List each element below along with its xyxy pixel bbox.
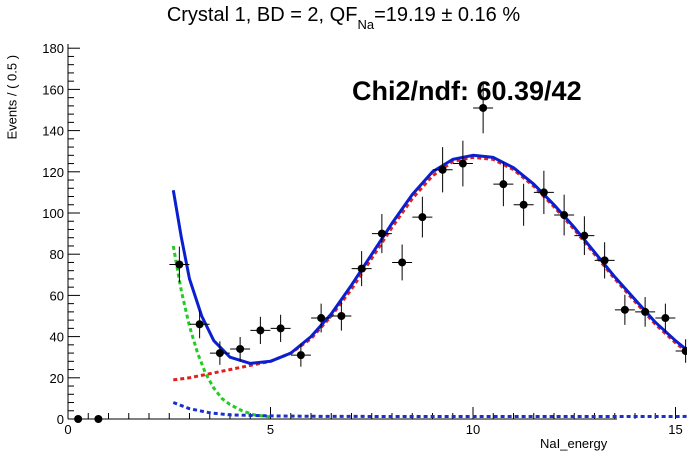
data-marker [296, 351, 305, 360]
data-point [68, 415, 89, 423]
data-marker [499, 180, 508, 189]
data-point [574, 216, 595, 256]
data-marker [479, 103, 488, 112]
data-point [331, 301, 352, 331]
x-tick-label: 10 [466, 422, 480, 437]
data-point [513, 183, 534, 226]
exponential-component-curve [171, 245, 271, 419]
data-point [290, 343, 311, 367]
data-marker [681, 347, 687, 356]
data-point [594, 242, 615, 279]
data-point [533, 170, 554, 215]
chart-title-main: Crystal 1, BD = 2, QF [166, 4, 358, 26]
data-point [675, 339, 687, 363]
data-marker [458, 159, 467, 168]
data-marker [641, 307, 650, 316]
data-point [270, 314, 291, 342]
data-point [371, 214, 392, 254]
data-point [311, 303, 332, 333]
chart-title-subscript: Na [357, 17, 375, 32]
data-marker [317, 314, 326, 323]
data-point [473, 82, 494, 134]
data-marker [580, 231, 589, 240]
y-tick-label: 120 [42, 165, 64, 180]
x-tick-label: 0 [64, 422, 71, 437]
y-tick-label: 160 [42, 82, 64, 97]
y-tick-label: 100 [42, 206, 64, 221]
y-tick-label: 180 [42, 41, 64, 56]
data-marker [519, 200, 528, 209]
data-marker [438, 165, 447, 174]
data-marker [377, 229, 386, 238]
data-point [88, 415, 109, 423]
chart-title-tail: =19.19 ± 0.16 % [374, 4, 521, 26]
data-point [230, 337, 251, 361]
y-tick-label: 0 [57, 412, 64, 427]
y-tick-label: 80 [50, 247, 64, 262]
data-marker [600, 256, 609, 265]
flat-component-curve [172, 401, 687, 418]
data-point [209, 341, 230, 365]
data-marker [195, 320, 204, 329]
data-marker [236, 344, 245, 353]
total-fit-curve [171, 153, 687, 365]
data-marker [398, 258, 407, 267]
x-axis: 0510152025 [64, 407, 683, 437]
data-marker [539, 188, 548, 197]
data-point [493, 162, 514, 207]
data-marker [620, 305, 629, 314]
y-axis: 0 20 40 60 80 100 120 140 160 180 [42, 41, 80, 427]
fit-curves [171, 153, 687, 419]
data-marker [337, 312, 346, 320]
x-tick-label: 15 [668, 422, 682, 437]
data-marker [661, 314, 670, 323]
x-tick-label: 5 [267, 422, 274, 437]
data-point [392, 244, 413, 281]
data-marker [560, 211, 569, 220]
data-point [655, 303, 676, 333]
data-point [452, 140, 473, 187]
signal-component-curve [173, 155, 687, 382]
y-tick-label: 40 [50, 330, 64, 345]
data-points [68, 82, 687, 423]
data-point [412, 196, 433, 238]
data-marker [418, 213, 427, 222]
data-point [169, 246, 190, 283]
data-marker [94, 415, 103, 423]
data-marker [175, 260, 184, 269]
chi2-annotation: Chi2/ndf: 60.39/42 [352, 76, 582, 106]
plot-frame [67, 44, 617, 420]
x-axis-label: NaI_energy [540, 436, 608, 451]
data-point [351, 251, 372, 287]
data-marker [215, 349, 224, 358]
data-point [432, 147, 453, 193]
data-point [554, 194, 575, 236]
y-tick-label: 20 [50, 371, 64, 386]
y-tick-label: 60 [50, 288, 64, 303]
data-point [635, 297, 656, 327]
data-marker [74, 415, 83, 423]
y-tick-label: 140 [42, 124, 64, 139]
data-marker [256, 326, 265, 335]
data-point [250, 316, 271, 345]
chart-title: Crystal 1, BD = 2, QFNa=19.19 ± 0.16 % [0, 4, 687, 32]
y-axis-label: Events / ( 0.5 ) [4, 54, 20, 140]
data-point [189, 310, 210, 339]
data-marker [276, 324, 285, 333]
data-point [614, 294, 635, 325]
data-marker [357, 264, 366, 273]
